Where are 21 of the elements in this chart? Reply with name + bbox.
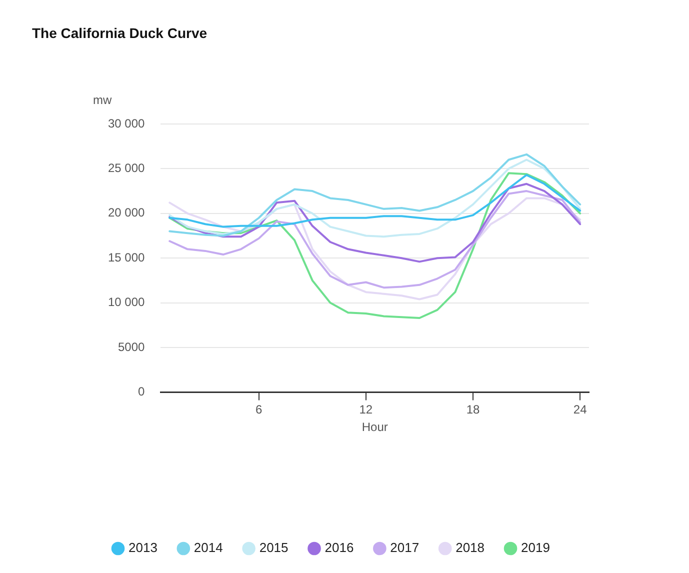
y-tick-label: 20 000: [108, 206, 146, 220]
y-tick-label: 10 000: [108, 295, 146, 310]
y-tick-label: 15 000: [108, 250, 146, 264]
x-tick-label: 24: [573, 402, 588, 417]
y-axis-title: mw: [93, 93, 112, 107]
x-tick-label: 12: [359, 402, 373, 417]
chart-title: The California Duck Curve: [32, 25, 208, 41]
x-axis-title: Hour: [362, 420, 388, 434]
legend-label: 2015: [259, 540, 288, 556]
y-tick-label: 5000: [118, 340, 146, 354]
legend-label: 2014: [194, 540, 223, 556]
legend-label: 2019: [521, 540, 550, 556]
legend-label: 2013: [128, 540, 158, 556]
legend-label: 2016: [324, 540, 354, 556]
x-tick-label: 18: [466, 402, 480, 417]
y-tick-label: 30 000: [108, 116, 146, 130]
y-tick-label: 25 000: [108, 161, 146, 176]
legend-label: 2017: [390, 540, 420, 556]
legend-label: 2018: [456, 540, 485, 556]
x-tick-label: 6: [256, 402, 263, 417]
y-tick-label: 0: [138, 384, 146, 399]
